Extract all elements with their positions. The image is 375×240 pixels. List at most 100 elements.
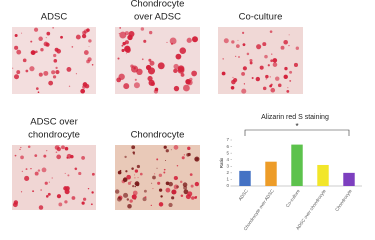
- stain-spot: [175, 53, 182, 60]
- stain-spot: [180, 73, 185, 77]
- stain-spot: [46, 150, 48, 152]
- stain-spot: [122, 41, 126, 46]
- stain-spot: [35, 87, 39, 90]
- stain-spot: [16, 70, 21, 75]
- stain-spot: [81, 201, 85, 205]
- stain-spot: [127, 203, 132, 209]
- stain-spot: [286, 89, 290, 93]
- stain-spot: [80, 88, 86, 94]
- stain-spot: [241, 88, 247, 94]
- stain-spot: [133, 174, 135, 176]
- panel-label: chondrocyte: [28, 130, 80, 141]
- stain-spot: [176, 185, 179, 189]
- stain-spot: [238, 56, 240, 58]
- panel-label: Chondrocyte: [131, 0, 185, 10]
- bar: [343, 172, 355, 186]
- stain-spot: [295, 46, 300, 50]
- stain-spot: [37, 91, 40, 94]
- stain-spot: [232, 77, 238, 83]
- stain-spot: [14, 45, 19, 50]
- stain-spot: [190, 184, 194, 188]
- bar: [317, 164, 329, 186]
- stain-spot: [144, 196, 147, 199]
- stain-spot: [38, 205, 44, 210]
- stain-spot: [230, 86, 235, 90]
- stain-spot: [136, 164, 141, 169]
- stain-spot: [157, 62, 165, 70]
- stain-spot: [283, 74, 288, 80]
- stain-spot: [165, 181, 170, 186]
- stain-spot: [243, 83, 246, 85]
- stain-spot: [272, 62, 278, 67]
- stain-spot: [288, 34, 290, 36]
- stain-spot: [170, 149, 172, 151]
- stain-spot: [13, 74, 20, 80]
- stain-spot: [137, 177, 139, 179]
- stain-spot: [118, 33, 120, 35]
- stain-spot: [131, 167, 134, 170]
- stain-spot: [88, 46, 90, 47]
- stain-spot: [269, 84, 272, 88]
- stain-spot: [150, 204, 152, 206]
- stain-spot: [262, 42, 267, 47]
- stain-spot: [127, 181, 132, 185]
- stain-spot: [56, 154, 62, 160]
- stain-spot: [74, 167, 78, 171]
- stain-spot: [179, 180, 183, 184]
- stain-spot: [126, 198, 130, 201]
- stain-spot: [163, 145, 167, 149]
- stain-spot: [126, 53, 127, 55]
- stain-spot: [54, 145, 60, 150]
- stain-spot: [237, 39, 239, 41]
- stain-spot: [20, 155, 24, 160]
- stain-spot: [157, 181, 161, 185]
- stain-spot: [55, 66, 58, 70]
- x-tick-label: Co-culture: [285, 188, 301, 208]
- stain-spot: [64, 146, 69, 151]
- stain-spot: [173, 68, 178, 74]
- stain-spot: [277, 83, 282, 88]
- stain-spot: [53, 59, 58, 63]
- stain-spot: [56, 48, 62, 54]
- stain-spot: [35, 50, 38, 54]
- stain-spot: [154, 173, 156, 175]
- stain-spot: [83, 50, 89, 55]
- stain-spot: [126, 174, 131, 180]
- stain-spot: [64, 172, 66, 174]
- stain-spot: [165, 149, 169, 153]
- stain-spot: [128, 30, 135, 37]
- stain-spot: [20, 146, 22, 149]
- x-tick-label: Chondrocyte: [334, 188, 353, 212]
- stain-spot: [183, 185, 188, 190]
- stain-spot: [34, 154, 38, 158]
- stain-spot: [51, 70, 56, 75]
- stain-spot: [124, 31, 129, 36]
- stain-spot: [156, 167, 158, 169]
- panel-label: Chondrocyte: [131, 130, 185, 141]
- stain-spot: [145, 64, 152, 71]
- stain-spot: [256, 44, 262, 50]
- stain-spot: [222, 58, 224, 60]
- stain-spot: [19, 148, 21, 151]
- stain-spot: [242, 66, 247, 71]
- stain-spot: [20, 32, 23, 34]
- stain-spot: [242, 31, 245, 34]
- stain-spot: [194, 156, 200, 162]
- stain-spot: [246, 52, 250, 56]
- stain-spot: [56, 194, 62, 199]
- stain-spot: [64, 200, 68, 204]
- stain-spot: [119, 169, 122, 172]
- stain-spot: [249, 58, 253, 63]
- stain-spot: [58, 202, 63, 207]
- stain-spot: [41, 167, 47, 173]
- stain-spot: [12, 67, 14, 69]
- stain-spot: [132, 184, 135, 188]
- stain-spot: [140, 27, 145, 31]
- panel-label: over ADSC: [134, 12, 181, 23]
- stain-spot: [269, 76, 271, 78]
- stain-spot: [125, 47, 131, 53]
- significance-bracket: [244, 129, 350, 136]
- stain-spot: [154, 87, 159, 92]
- stain-spot: [148, 79, 155, 86]
- stain-spot: [117, 57, 120, 60]
